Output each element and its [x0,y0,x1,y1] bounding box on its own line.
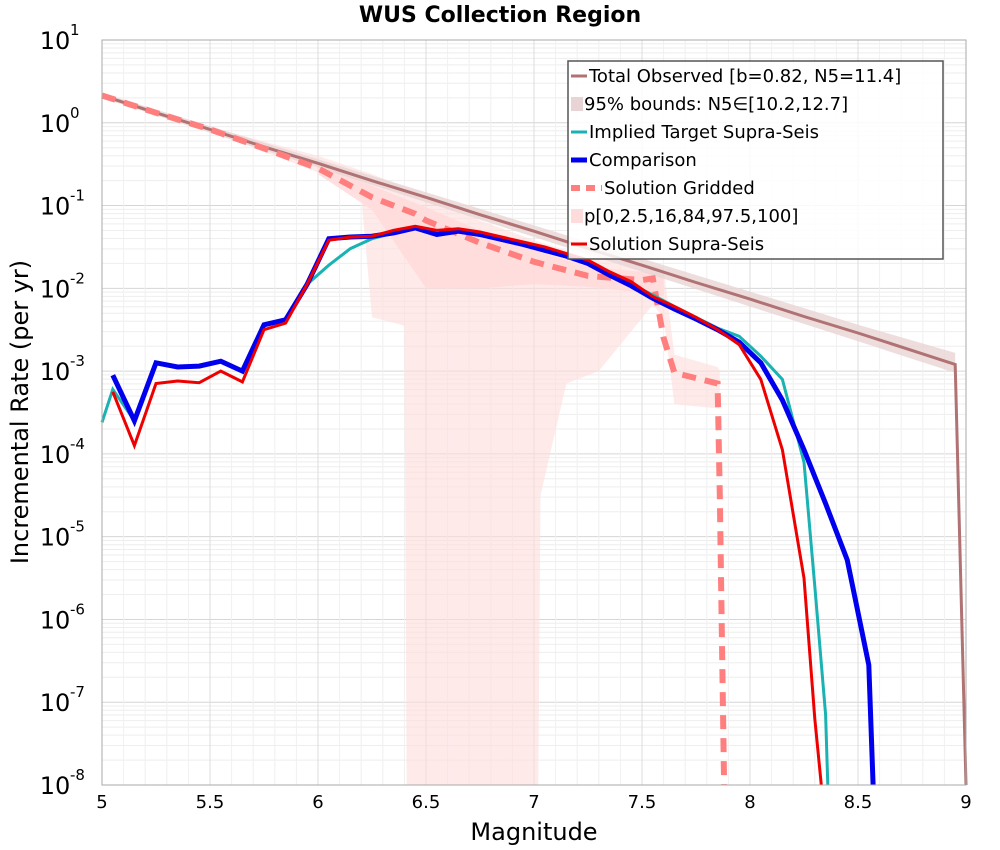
total-observed-line [101,94,968,786]
series-lines [100,92,968,786]
x-tick-label: 9 [960,792,971,813]
y-tick-exponent: -1 [70,187,85,205]
legend-label: Implied Target Supra-Seis [589,122,819,143]
x-tick-label: 7.5 [628,792,657,813]
y-tick-exponent: 1 [70,21,80,39]
plot-frame [101,39,967,786]
y-tick-exponent: -3 [70,352,85,370]
y-tick-base: 10 [40,689,71,717]
y-tick-exponent: -4 [70,435,85,453]
legend-box [567,60,944,260]
chart-title: WUS Collection Region [359,3,641,28]
y-tick-label: 10 -2 [40,269,85,303]
y-tick-label: 10 -7 [40,683,85,717]
y-tick-label: 10 -5 [40,518,85,552]
y-tick-label: 10 -6 [40,600,85,634]
y-tick-base: 10 [40,524,71,552]
x-tick-labels: 5 5.5 6 6.5 7 7.5 8 8.5 9 [96,792,971,813]
legend-item-comparison: Comparison [571,150,697,171]
legend-label: 95% bounds: N5∈[10.2,12.7] [584,94,848,115]
y-tick-base: 10 [40,275,71,303]
y-tick-exponent: -6 [70,600,85,618]
x-tick-label: 6.5 [412,792,441,813]
x-tick-label: 6 [312,792,323,813]
legend-item-percentiles: p[0,2.5,16,84,97.5,100] [571,206,798,227]
y-tick-base: 10 [40,193,71,221]
y-tick-base: 10 [40,441,71,469]
x-tick-label: 5 [96,792,107,813]
y-tick-label: 10 -1 [40,187,85,221]
legend: Total Observed [b=0.82, N5=11.4] 95% boun… [567,60,944,260]
legend-swatch [571,97,583,111]
y-tick-label: 10 -3 [40,352,85,386]
x-axis-label: Magnitude [470,818,597,846]
y-tick-label: 10 -8 [40,766,85,800]
x-tick-label: 7 [528,792,539,813]
y-tick-label: 10 -4 [40,435,85,469]
legend-item-implied_target: Implied Target Supra-Seis [571,122,819,143]
x-tick-label: 5.5 [196,792,225,813]
y-tick-base: 10 [40,110,71,138]
y-tick-base: 10 [40,606,71,634]
y-tick-exponent: -8 [70,766,85,784]
x-tick-label: 8.5 [844,792,873,813]
legend-label: Solution Supra-Seis [589,234,764,255]
y-tick-label: 10 0 [40,104,80,138]
legend-label: Solution Gridded [604,178,755,199]
legend-label: Comparison [589,150,697,171]
y-tick-base: 10 [40,772,71,800]
legend-swatch [571,209,583,223]
legend-item-solution_supra: Solution Supra-Seis [571,234,764,255]
legend-item-bounds: 95% bounds: N5∈[10.2,12.7] [571,94,848,115]
y-tick-exponent: -2 [70,269,85,287]
y-tick-label: 10 1 [40,21,80,55]
y-tick-exponent: 0 [70,104,80,122]
x-tick-label: 8 [744,792,755,813]
legend-item-total_observed: Total Observed [b=0.82, N5=11.4] [571,66,901,87]
y-axis-label: Incremental Rate (per yr) [6,260,34,564]
solution-supra-line [111,224,823,786]
y-tick-exponent: -5 [70,518,85,536]
legend-item-solution_gridded: Solution Gridded [571,178,755,199]
legend-label: Total Observed [b=0.82, N5=11.4] [588,66,901,87]
comparison-line [110,225,876,786]
y-tick-base: 10 [40,27,71,55]
y-tick-base: 10 [40,358,71,386]
legend-label: p[0,2.5,16,84,97.5,100] [584,206,798,227]
y-tick-exponent: -7 [70,683,85,701]
